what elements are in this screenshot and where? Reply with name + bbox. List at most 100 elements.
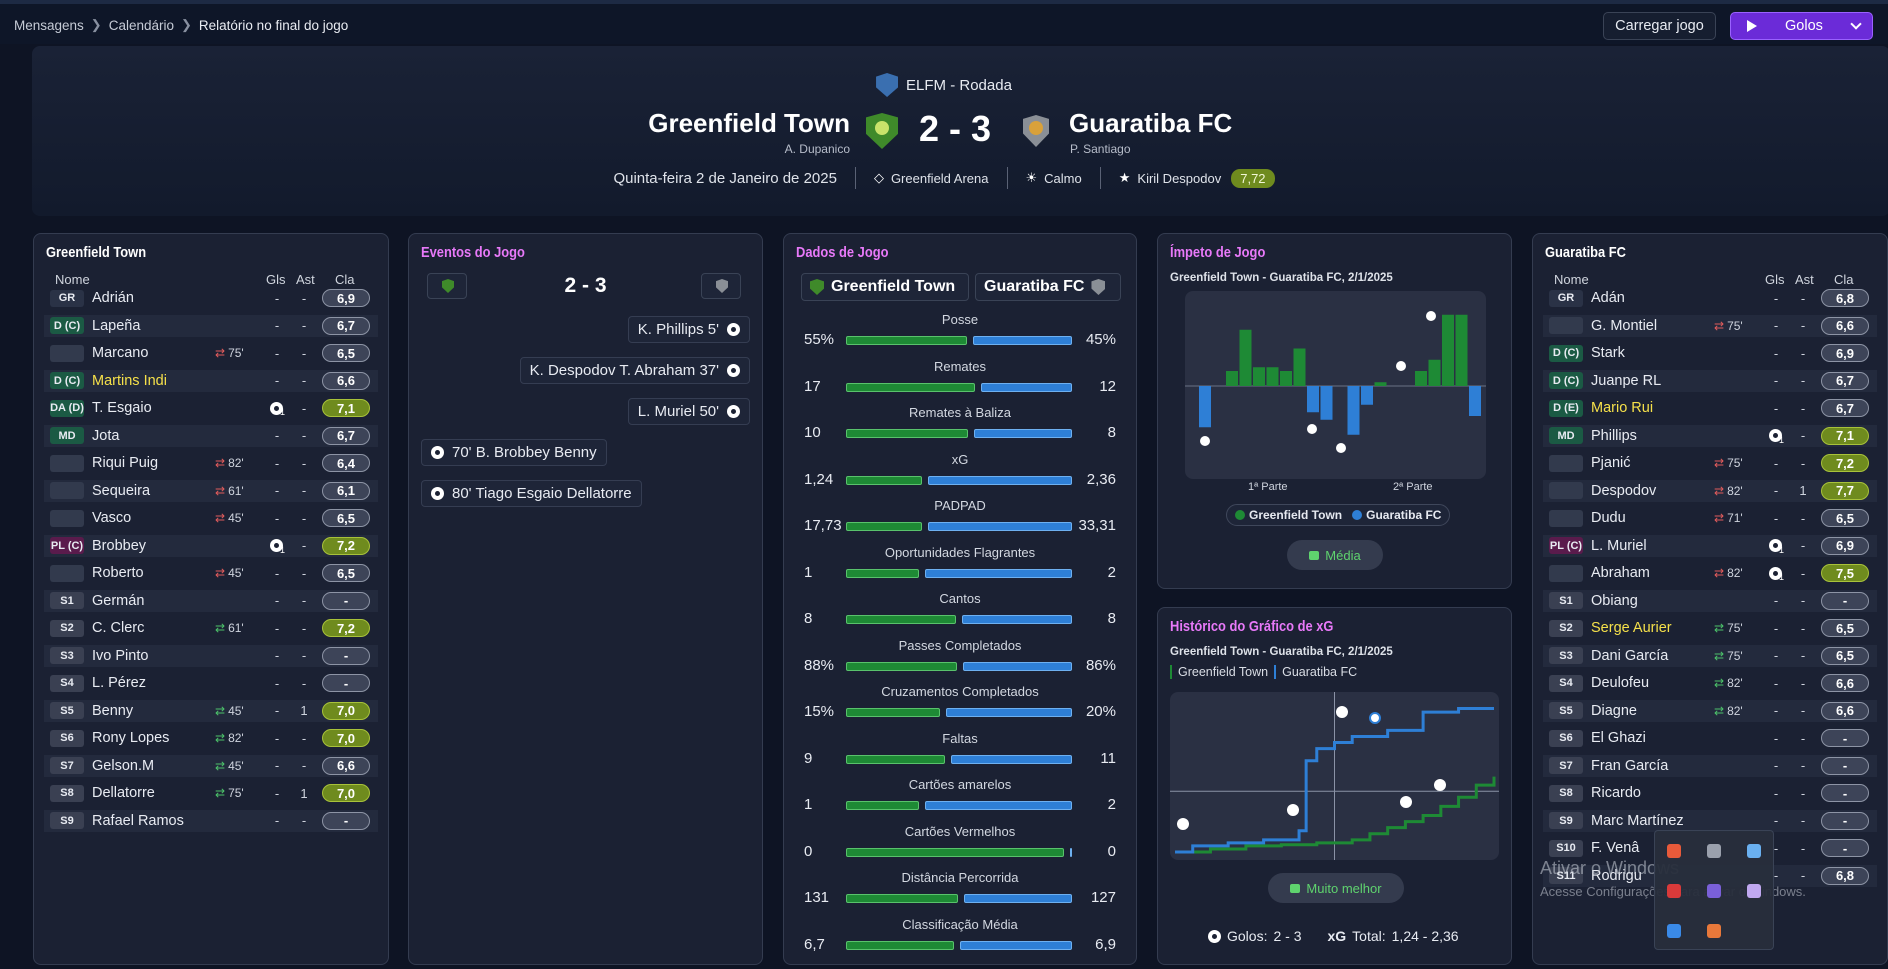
tray-app-icon[interactable]: [1667, 924, 1681, 938]
player-row[interactable]: D (C) Martins Indi - -6,6: [44, 369, 378, 392]
player-name[interactable]: Jota: [92, 427, 120, 444]
player-name[interactable]: Benny: [92, 702, 134, 719]
player-name[interactable]: Roberto: [92, 565, 144, 581]
goals-dropdown-button[interactable]: Golos: [1730, 12, 1873, 40]
player-row[interactable]: D (C) Stark - -6,9: [1543, 342, 1877, 364]
player-row[interactable]: S1 Obiang - - -: [1543, 589, 1877, 612]
tray-app-icon[interactable]: [1667, 844, 1681, 858]
home-manager[interactable]: A. Dupanico: [784, 142, 850, 156]
tray-app-icon[interactable]: [1747, 884, 1761, 898]
tray-app-icon[interactable]: [1707, 884, 1721, 898]
player-name[interactable]: Brobbey: [92, 537, 147, 554]
match-event[interactable]: 80' Tiago Esgaio Dellatorre: [421, 480, 642, 507]
stadium-name[interactable]: Greenfield Arena: [890, 170, 989, 186]
player-row[interactable]: MD Jota - -6,7: [44, 424, 378, 447]
player-row[interactable]: S3 Ivo Pinto - - -: [44, 644, 378, 667]
player-name[interactable]: T. Esgaio: [92, 400, 152, 416]
player-row[interactable]: D (C) Juanpe RL - -6,7: [1543, 369, 1877, 392]
player-row[interactable]: DA (D) T. Esgaio 1 -7,1: [44, 397, 378, 419]
player-name[interactable]: L. Pérez: [92, 675, 146, 691]
match-event[interactable]: K. Despodov T. Abraham 37': [519, 357, 750, 384]
player-row[interactable]: S7 Fran García - - -: [1543, 754, 1877, 777]
player-name[interactable]: Diagne: [1591, 702, 1637, 719]
player-row[interactable]: Sequeira ⇄ 61' - -6,1: [44, 479, 378, 502]
player-row[interactable]: S4 Deulofeu ⇄ 82' - -6,6: [1543, 672, 1877, 694]
match-event[interactable]: 70' B. Brobbey Benny: [421, 439, 607, 466]
player-name[interactable]: Marc Martínez: [1591, 812, 1684, 829]
player-name[interactable]: Ricardo: [1591, 785, 1641, 801]
tray-hidden-icon[interactable]: [1707, 844, 1721, 858]
player-name[interactable]: Serge Aurier: [1591, 620, 1672, 636]
player-row[interactable]: Vasco ⇄ 45' - -6,5: [44, 507, 378, 529]
player-row[interactable]: MD Phillips 1 -7,1: [1543, 424, 1877, 447]
player-name[interactable]: Lapeña: [92, 317, 141, 334]
player-name[interactable]: Germán: [92, 592, 145, 609]
player-row[interactable]: S2 C. Clerc ⇄ 61' - -7,2: [44, 617, 378, 639]
player-name[interactable]: Fran García: [1591, 757, 1669, 774]
player-row[interactable]: S8 Dellatorre ⇄ 75' - 1 7,0: [44, 782, 378, 804]
player-name[interactable]: Pjanić: [1591, 455, 1631, 471]
player-name[interactable]: F. Venâ: [1591, 840, 1640, 856]
load-game-button[interactable]: Carregar jogo: [1603, 12, 1716, 40]
player-row[interactable]: Riqui Puig ⇄ 82' - -6,4: [44, 452, 378, 474]
xg-verdict-button[interactable]: Muito melhor: [1268, 873, 1404, 903]
player-row[interactable]: S9 Marc Martínez - - -: [1543, 809, 1877, 832]
player-name[interactable]: Obiang: [1591, 592, 1638, 609]
player-row[interactable]: Marcano ⇄ 75' - -6,5: [44, 342, 378, 364]
player-name[interactable]: Dani García: [1591, 647, 1669, 664]
player-row[interactable]: S6 El Ghazi - - -: [1543, 727, 1877, 749]
player-name[interactable]: Stark: [1591, 345, 1625, 361]
player-row[interactable]: S8 Ricardo - - -: [1543, 782, 1877, 804]
player-name[interactable]: El Ghazi: [1591, 730, 1646, 746]
player-row[interactable]: D (C) Lapeña - -6,7: [44, 314, 378, 337]
player-row[interactable]: Despodov ⇄ 82' - 1 7,7: [1543, 479, 1877, 502]
breadcrumb-item-messages[interactable]: Mensagens: [14, 17, 84, 33]
player-row[interactable]: PL (C) L. Muriel 1 -6,9: [1543, 534, 1877, 557]
player-row[interactable]: Dudu ⇄ 71' - -6,5: [1543, 507, 1877, 529]
player-name[interactable]: Rafael Ramos: [92, 812, 184, 829]
player-row[interactable]: S1 Germán - - -: [44, 589, 378, 612]
player-row[interactable]: S9 Rafael Ramos - - -: [44, 809, 378, 832]
player-name[interactable]: Sequeira: [92, 482, 151, 499]
away-team-name[interactable]: Guaratiba FC: [1069, 108, 1233, 138]
steam-icon[interactable]: [1747, 844, 1761, 858]
player-name[interactable]: Rodrigu: [1591, 867, 1642, 884]
player-row[interactable]: S5 Benny ⇄ 45' - 1 7,0: [44, 699, 378, 722]
player-name[interactable]: Adrián: [92, 290, 134, 306]
player-name[interactable]: Gelson.M: [92, 757, 155, 774]
home-team-name[interactable]: Greenfield Town: [648, 108, 850, 138]
player-row[interactable]: S3 Dani García ⇄ 75' - -6,5: [1543, 644, 1877, 667]
player-row[interactable]: Roberto ⇄ 45' - -6,5: [44, 562, 378, 584]
tray-app-icon[interactable]: [1667, 884, 1681, 898]
xg-hover-marker[interactable]: [1369, 712, 1381, 724]
player-row[interactable]: S4 L. Pérez - - -: [44, 672, 378, 694]
player-name[interactable]: Juanpe RL: [1591, 372, 1662, 389]
player-name[interactable]: L. Muriel: [1591, 537, 1647, 554]
player-name[interactable]: Abraham: [1591, 565, 1650, 581]
momentum-verdict-button[interactable]: Média: [1287, 540, 1383, 570]
player-name[interactable]: Martins Indi: [92, 372, 167, 389]
player-name[interactable]: Dellatorre: [92, 785, 155, 801]
player-row[interactable]: S5 Diagne ⇄ 82' - -6,6: [1543, 699, 1877, 722]
player-name[interactable]: Adán: [1591, 290, 1625, 306]
player-name[interactable]: Ivo Pinto: [92, 647, 149, 664]
player-row[interactable]: Abraham ⇄ 82' 1 -7,5: [1543, 562, 1877, 584]
player-row[interactable]: GR Adrián - -6,9: [44, 287, 378, 309]
player-row[interactable]: S10 F. Venâ - - -: [1543, 837, 1877, 859]
player-row[interactable]: S6 Rony Lopes ⇄ 82' - -7,0: [44, 727, 378, 749]
player-name[interactable]: Phillips: [1591, 427, 1637, 444]
player-name[interactable]: C. Clerc: [92, 620, 145, 636]
player-name[interactable]: Deulofeu: [1591, 675, 1650, 691]
player-row[interactable]: D (E) Mario Rui - -6,7: [1543, 397, 1877, 419]
breadcrumb-item-calendar[interactable]: Calendário: [108, 17, 174, 33]
player-row[interactable]: PL (C) Brobbey 1 -7,2: [44, 534, 378, 557]
player-of-match[interactable]: Kiril Despodov: [1137, 170, 1222, 186]
player-row[interactable]: S2 Serge Aurier ⇄ 75' - -6,5: [1543, 617, 1877, 639]
match-event[interactable]: L. Muriel 50': [627, 398, 750, 425]
player-name[interactable]: Vasco: [92, 510, 132, 526]
tray-app-icon[interactable]: [1707, 924, 1721, 938]
player-row[interactable]: Pjanić ⇄ 75' - -7,2: [1543, 452, 1877, 474]
player-row[interactable]: G. Montiel ⇄ 75' - -6,6: [1543, 314, 1877, 337]
player-name[interactable]: Riqui Puig: [92, 455, 159, 471]
player-row[interactable]: GR Adán - -6,8: [1543, 287, 1877, 309]
